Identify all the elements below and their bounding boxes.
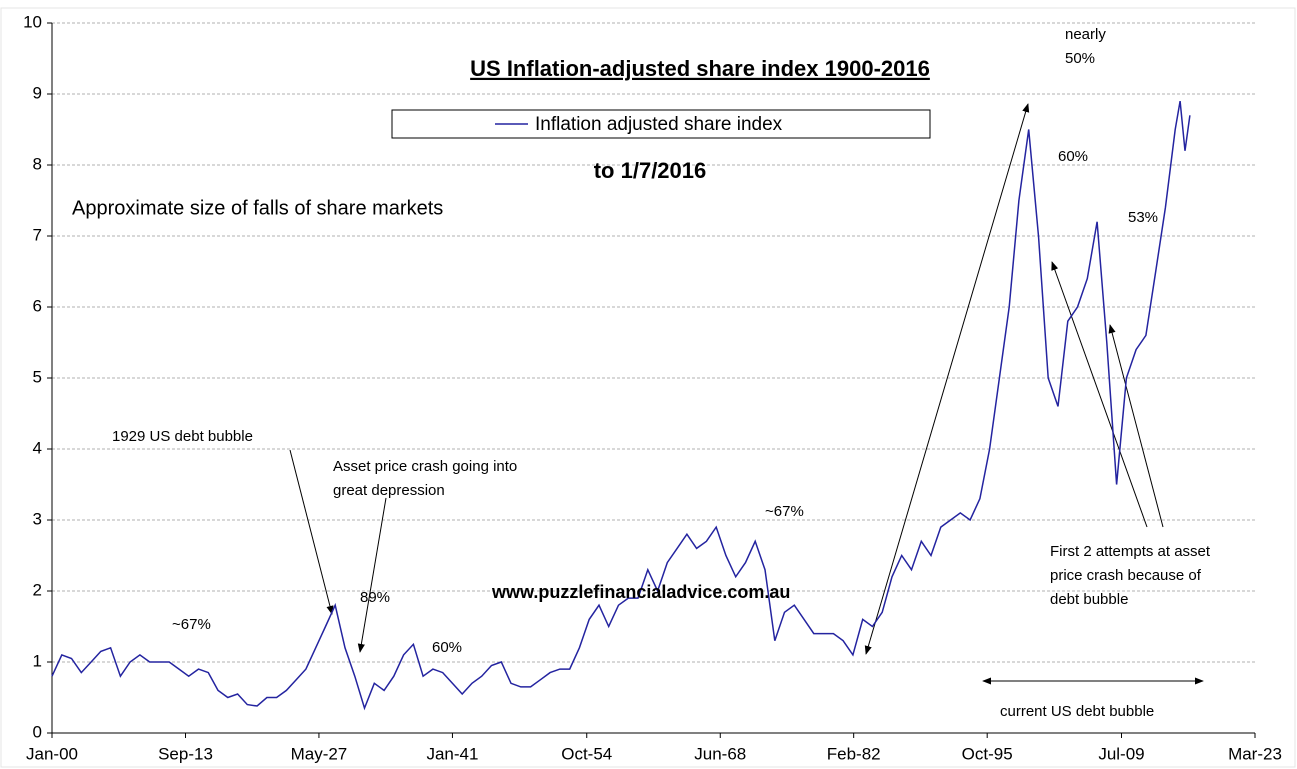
arrow bbox=[1108, 324, 1164, 528]
annotation: ~67% bbox=[765, 503, 804, 520]
annotation: www.puzzlefinancialadvice.com.au bbox=[491, 582, 790, 602]
y-tick-label: 0 bbox=[33, 722, 42, 741]
legend-label: Inflation adjusted share index bbox=[535, 114, 783, 135]
annotation: 60% bbox=[1058, 148, 1088, 165]
arrows bbox=[289, 103, 1204, 685]
arrow bbox=[864, 103, 1030, 655]
x-tick-label: Oct-54 bbox=[561, 744, 612, 763]
annotation: current US debt bubble bbox=[1000, 703, 1154, 720]
annotation: 50% bbox=[1065, 50, 1095, 67]
y-tick-label: 9 bbox=[33, 83, 42, 102]
annotation: 60% bbox=[432, 639, 462, 656]
chart-title: US Inflation-adjusted share index 1900-2… bbox=[470, 56, 930, 81]
arrow bbox=[289, 449, 334, 615]
annotation: 1929 US debt bubble bbox=[112, 428, 253, 445]
y-tick-label: 3 bbox=[33, 509, 42, 528]
x-tick-label: Jan-41 bbox=[426, 744, 478, 763]
annotation: Approximate size of falls of share marke… bbox=[72, 197, 443, 219]
y-tick-label: 4 bbox=[33, 438, 42, 457]
x-tick-label: May-27 bbox=[291, 744, 348, 763]
y-tick-label: 7 bbox=[33, 225, 42, 244]
annotation: nearly bbox=[1065, 26, 1106, 43]
y-tick-label: 1 bbox=[33, 651, 42, 670]
y-tick-label: 6 bbox=[33, 296, 42, 315]
annotation: price crash because of bbox=[1050, 567, 1202, 584]
annotation: 53% bbox=[1128, 209, 1158, 226]
series-line bbox=[51, 100, 1191, 711]
chart-subtitle: to 1/7/2016 bbox=[594, 158, 707, 183]
annotation: great depression bbox=[333, 482, 445, 499]
y-tick-label: 8 bbox=[33, 154, 42, 173]
annotation: 89% bbox=[360, 589, 390, 606]
x-tick-label: Jun-68 bbox=[694, 744, 746, 763]
y-tick-label: 5 bbox=[33, 367, 42, 386]
annotation: debt bubble bbox=[1050, 591, 1128, 608]
legend bbox=[391, 109, 931, 139]
arrow bbox=[1051, 261, 1148, 528]
x-tick-label: Jul-09 bbox=[1098, 744, 1144, 763]
y-tick-label: 2 bbox=[33, 580, 42, 599]
x-tick-label: Sep-13 bbox=[158, 744, 213, 763]
annotation: First 2 attempts at asset bbox=[1050, 543, 1211, 560]
chart-border bbox=[0, 7, 1296, 768]
arrow bbox=[357, 497, 387, 653]
x-tick-label: Mar-23 bbox=[1228, 744, 1282, 763]
annotation: ~67% bbox=[172, 616, 211, 633]
x-tick-label: Feb-82 bbox=[827, 744, 881, 763]
x-tick-label: Oct-95 bbox=[962, 744, 1013, 763]
y-tick-label: 10 bbox=[23, 12, 42, 31]
x-tick-label: Jan-00 bbox=[26, 744, 78, 763]
annotation: Asset price crash going into bbox=[333, 458, 517, 475]
